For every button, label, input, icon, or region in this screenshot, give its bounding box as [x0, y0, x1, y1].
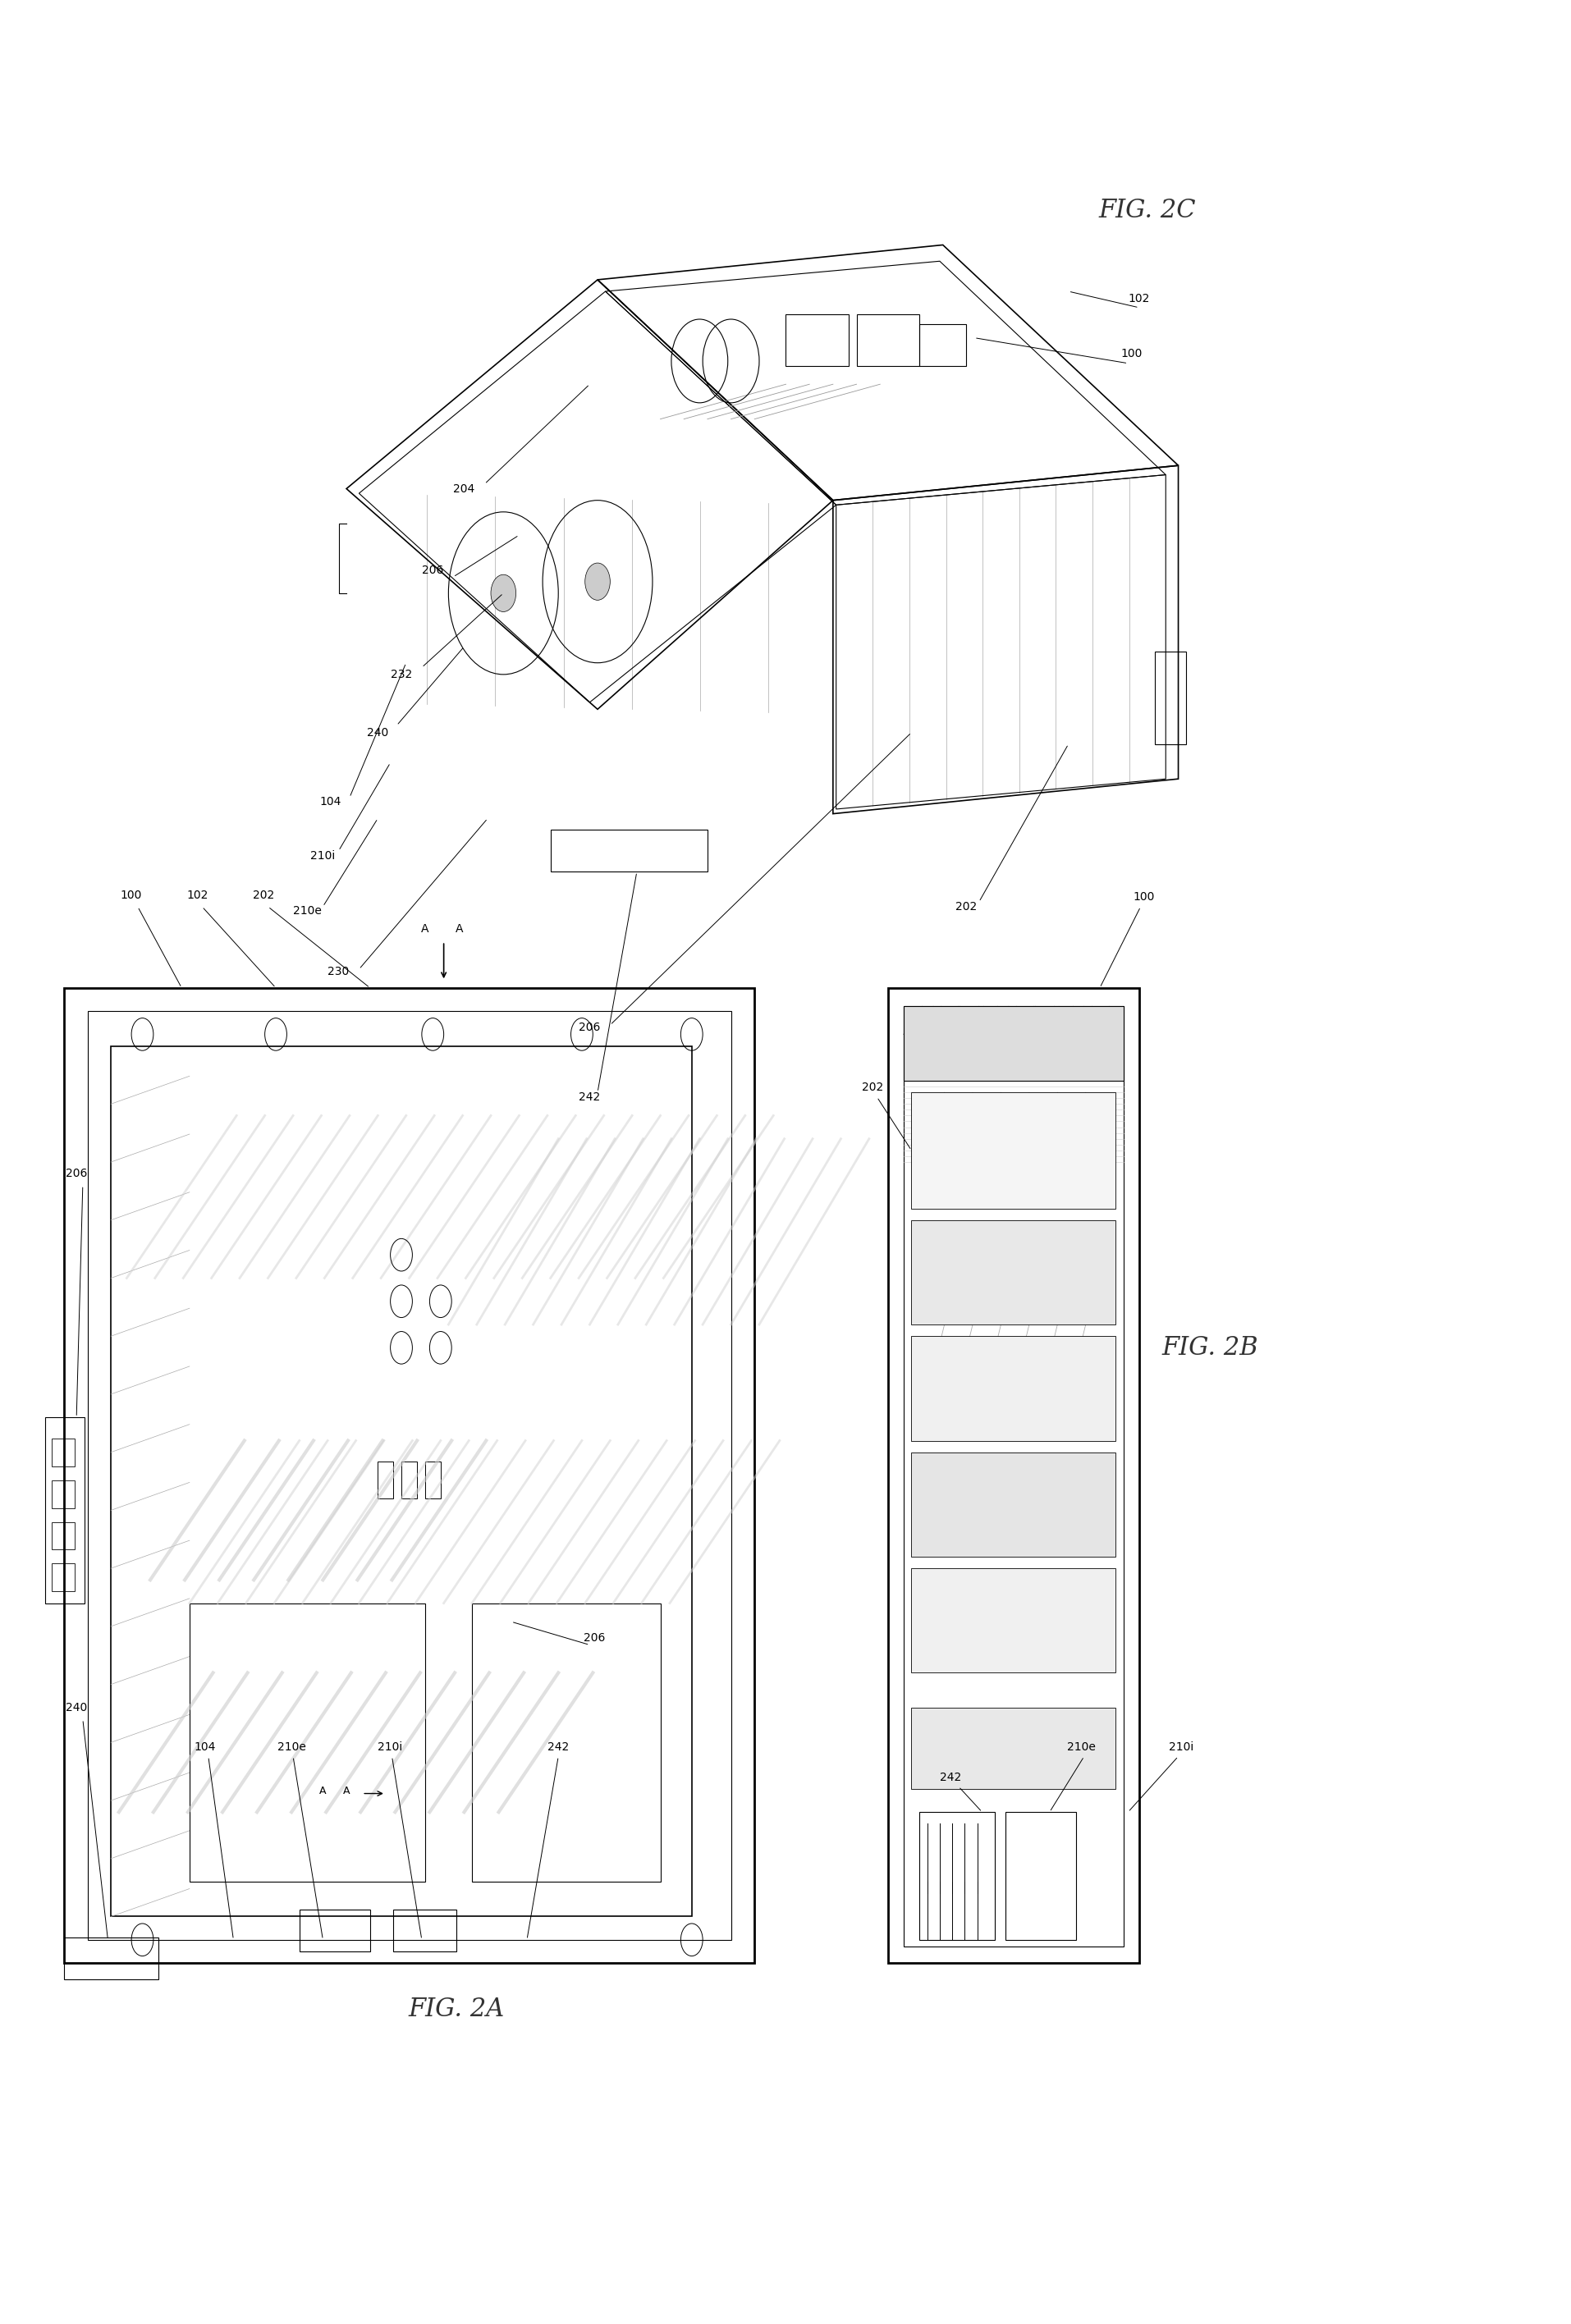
Text: 104: 104: [195, 1741, 215, 1752]
Circle shape: [490, 574, 515, 611]
Text: 204: 204: [452, 483, 474, 495]
Text: A: A: [456, 923, 463, 934]
Text: 210e: 210e: [1067, 1741, 1095, 1752]
Text: 242: 242: [578, 1092, 600, 1102]
Text: 206: 206: [66, 1169, 88, 1178]
Bar: [1005, 1813, 1076, 1941]
Bar: [52, 1480, 75, 1508]
Bar: [911, 1569, 1115, 1673]
Bar: [190, 1604, 424, 1882]
Text: 202: 202: [861, 1083, 883, 1095]
Text: FIG. 2A: FIG. 2A: [408, 1996, 504, 2022]
Bar: [911, 1452, 1115, 1557]
Text: FIG. 2C: FIG. 2C: [1098, 198, 1196, 223]
Bar: [64, 988, 754, 1964]
Text: 102: 102: [187, 890, 207, 902]
Text: A: A: [421, 923, 429, 934]
Bar: [919, 1813, 994, 1941]
Text: 210i: 210i: [1169, 1741, 1194, 1752]
Bar: [911, 1220, 1115, 1325]
Text: 202: 202: [253, 890, 273, 902]
Text: 210i: 210i: [377, 1741, 402, 1752]
Text: 102: 102: [1128, 293, 1150, 304]
Bar: [88, 1011, 731, 1941]
Bar: [298, 1910, 369, 1952]
Text: 100: 100: [1120, 349, 1142, 360]
Text: 210i: 210i: [311, 851, 335, 862]
Text: 210e: 210e: [276, 1741, 306, 1752]
Text: 210e: 210e: [292, 906, 322, 918]
Bar: [1155, 651, 1186, 744]
Bar: [550, 830, 707, 872]
Text: FIG. 2B: FIG. 2B: [1161, 1334, 1257, 1360]
Text: 206: 206: [583, 1631, 605, 1643]
Text: 242: 242: [547, 1741, 569, 1752]
Text: A: A: [342, 1785, 350, 1796]
Text: 100: 100: [121, 890, 141, 902]
Text: 202: 202: [955, 902, 977, 913]
Bar: [52, 1439, 75, 1466]
Bar: [401, 1462, 416, 1499]
Text: 230: 230: [328, 967, 349, 978]
Text: 206: 206: [421, 565, 443, 576]
Bar: [911, 1336, 1115, 1441]
Bar: [903, 1006, 1123, 1948]
Bar: [64, 1938, 159, 1980]
Text: 242: 242: [939, 1771, 961, 1783]
Bar: [911, 1708, 1115, 1789]
Bar: [377, 1462, 393, 1499]
Bar: [903, 1006, 1123, 1081]
Bar: [52, 1522, 75, 1550]
Circle shape: [584, 562, 610, 600]
Text: 240: 240: [368, 727, 388, 739]
Bar: [46, 1418, 85, 1604]
Text: 104: 104: [320, 797, 341, 809]
Text: 232: 232: [391, 669, 412, 681]
Text: 206: 206: [578, 1023, 600, 1034]
Bar: [52, 1564, 75, 1592]
Bar: [471, 1604, 660, 1882]
Bar: [393, 1910, 456, 1952]
Text: 240: 240: [66, 1701, 88, 1713]
Bar: [888, 988, 1139, 1964]
Bar: [911, 1092, 1115, 1208]
Bar: [112, 1046, 691, 1917]
Text: A: A: [319, 1785, 327, 1796]
Bar: [424, 1462, 440, 1499]
Text: 100: 100: [1133, 892, 1155, 904]
